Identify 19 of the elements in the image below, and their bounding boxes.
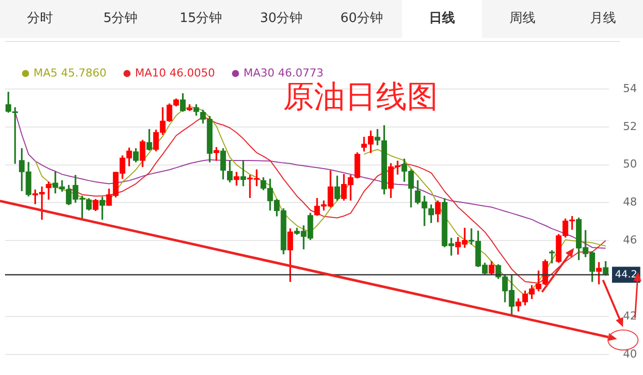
text: 分时 [26, 10, 54, 28]
text: 日线 [402, 0, 482, 38]
y-tick-label: 52 [623, 120, 637, 133]
ref-line-label: 44.2 [615, 269, 638, 280]
text: 30分钟 [259, 10, 304, 28]
legend-label: MA10 46.0050 [135, 66, 215, 80]
y-tick-label: 40 [623, 347, 637, 360]
y-tick-label: 46 [623, 234, 637, 247]
legend-label: MA5 45.7860 [34, 66, 106, 80]
y-tick-label: 54 [623, 82, 637, 95]
y-tick-label: 48 [623, 196, 637, 209]
y-tick-label: 50 [623, 158, 637, 171]
legend-label: MA30 46.0773 [243, 66, 324, 80]
text: 周线 [508, 10, 536, 28]
text: 5分钟 [102, 10, 139, 28]
text: 月线 [588, 10, 617, 28]
text: 15分钟 [178, 10, 224, 28]
chart-title: 原油日线图 [283, 78, 438, 116]
text: 60分钟 [339, 10, 384, 28]
